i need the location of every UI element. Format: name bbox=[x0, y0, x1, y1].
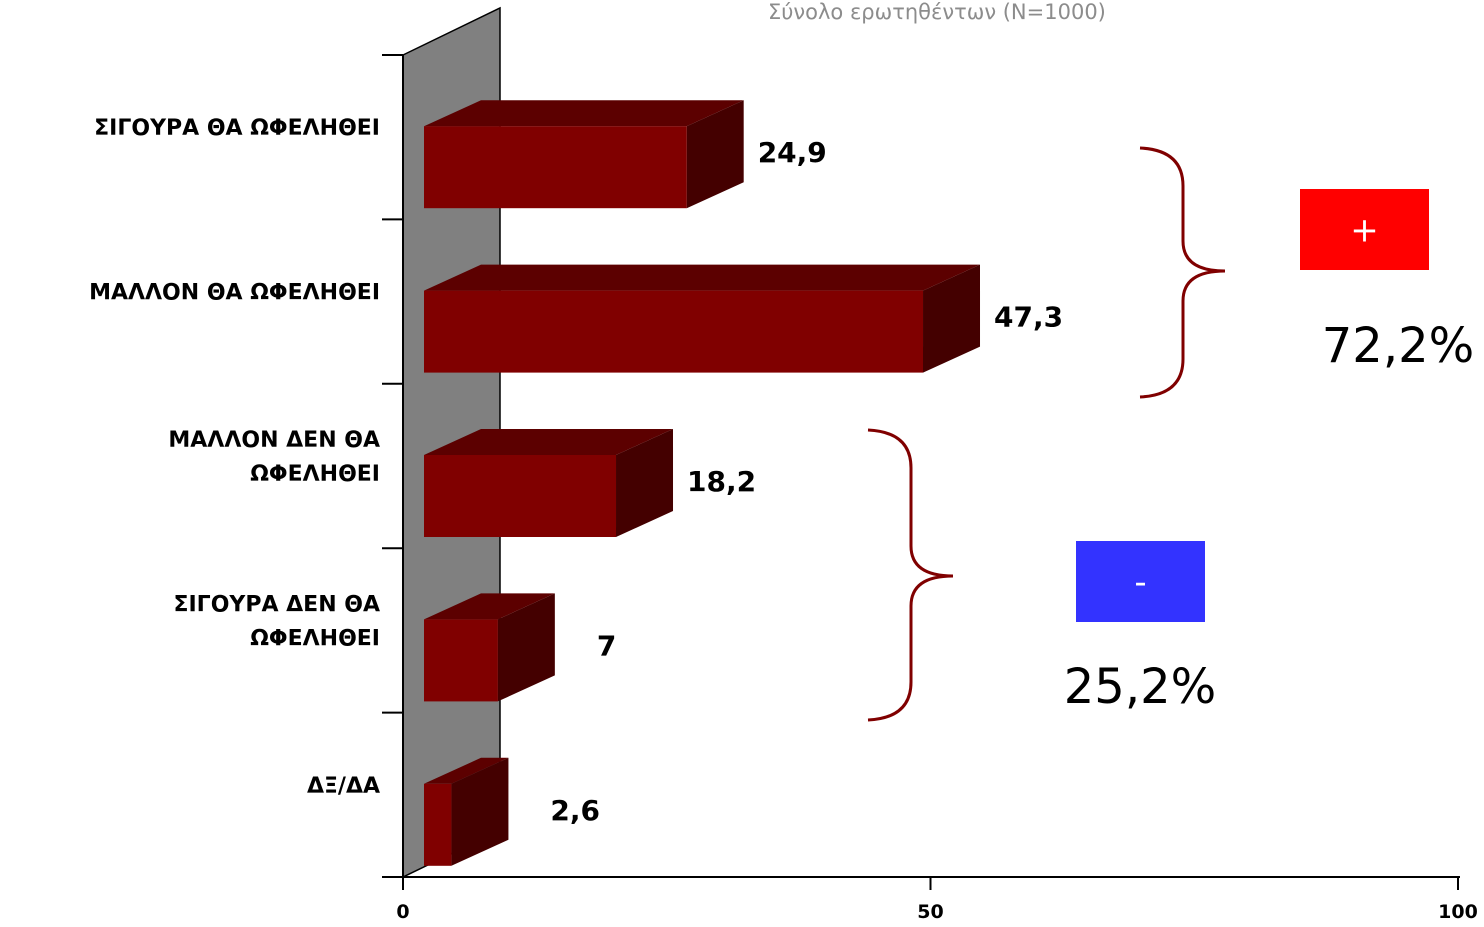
bar-top-face bbox=[424, 264, 981, 291]
category-label: ΣΙΓΟΥΡΑ ΔΕΝ ΘΑ bbox=[173, 592, 380, 617]
group-percentage: 25,2% bbox=[1064, 659, 1216, 715]
bar-side-face bbox=[497, 593, 555, 702]
bar-front-face bbox=[424, 126, 687, 209]
bar bbox=[424, 429, 674, 537]
bar-top-face bbox=[424, 429, 674, 455]
x-tick-label: 50 bbox=[917, 901, 943, 923]
category-label: ΩΦΕΛΗΘΕΙ bbox=[250, 626, 380, 651]
category-label: ΣΙΓΟΥΡΑ ΘΑ ΩΦΕΛΗΘΕΙ bbox=[94, 116, 380, 141]
group-badge-symbol: - bbox=[1134, 563, 1146, 603]
group-brace bbox=[1139, 146, 1226, 399]
category-label: ΩΦΕΛΗΘΕΙ bbox=[250, 462, 380, 487]
bar bbox=[424, 264, 981, 373]
chart-subtitle: Σύνολο ερωτηθέντων (Ν=1000) bbox=[768, 0, 1106, 24]
bar-value-label: 7 bbox=[597, 629, 616, 662]
bar-front-face bbox=[424, 783, 452, 866]
category-label: ΜΑΛΛΟΝ ΘΑ ΩΦΕΛΗΘΕΙ bbox=[89, 281, 380, 306]
bar-side-face bbox=[451, 757, 509, 866]
x-tick-label: 0 bbox=[396, 901, 409, 923]
group-badge bbox=[1300, 189, 1429, 270]
bar-front-face bbox=[424, 290, 924, 373]
bar bbox=[424, 593, 555, 702]
x-tick-label: 100 bbox=[1438, 901, 1478, 923]
bar bbox=[424, 100, 744, 209]
bar-side-face bbox=[923, 264, 981, 373]
bar bbox=[424, 757, 509, 866]
category-label: ΔΞ/ΔΑ bbox=[307, 774, 380, 799]
bar-value-label: 47,3 bbox=[994, 301, 1063, 334]
bar-value-label: 24,9 bbox=[758, 136, 827, 169]
bar-top-face bbox=[424, 100, 744, 127]
bar-value-label: 18,2 bbox=[687, 465, 756, 498]
bar-value-label: 2,6 bbox=[550, 794, 600, 827]
bar-top-face bbox=[424, 757, 509, 784]
bar-front-face bbox=[424, 455, 617, 537]
bar-front-face bbox=[424, 619, 498, 702]
bar-side-face bbox=[686, 100, 744, 209]
group-percentage: 72,2% bbox=[1322, 318, 1474, 374]
group-badge-symbol: + bbox=[1350, 211, 1379, 251]
group-summary: +72,2% bbox=[1139, 146, 1474, 399]
group-summary: - 25,2% bbox=[867, 428, 1216, 722]
group-brace bbox=[867, 428, 954, 722]
bar-side-face bbox=[616, 429, 674, 537]
bar-top-face bbox=[424, 593, 555, 620]
group-badge bbox=[1076, 541, 1205, 622]
category-label: ΜΑΛΛΟΝ ΔΕΝ ΘΑ bbox=[168, 428, 380, 453]
